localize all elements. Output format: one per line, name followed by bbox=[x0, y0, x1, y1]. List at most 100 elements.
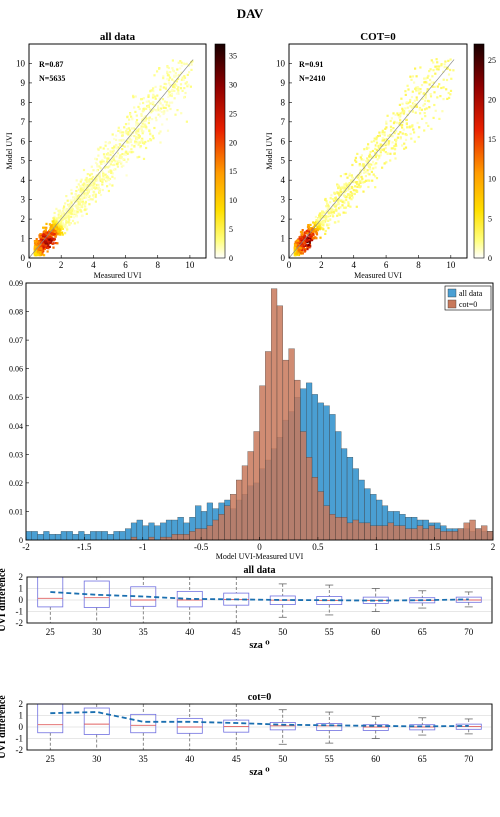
density-cell bbox=[55, 231, 58, 234]
density-cell bbox=[363, 148, 366, 151]
density-cell bbox=[403, 109, 406, 113]
colorbar-tick-label: 0 bbox=[229, 254, 233, 263]
density-cell bbox=[39, 251, 42, 254]
density-cell bbox=[303, 233, 306, 236]
density-cell bbox=[183, 75, 186, 78]
density-cell bbox=[359, 169, 362, 172]
histogram-bar bbox=[200, 528, 208, 541]
histogram-bar bbox=[463, 522, 470, 541]
density-cell bbox=[117, 126, 120, 129]
density-cell bbox=[410, 78, 413, 81]
density-cell bbox=[342, 185, 345, 188]
density-cell bbox=[381, 131, 384, 134]
density-cell bbox=[34, 252, 37, 255]
histogram-bar bbox=[136, 519, 143, 541]
density-cell bbox=[296, 251, 299, 254]
density-cell bbox=[430, 59, 433, 62]
density-cell bbox=[154, 85, 157, 88]
density-cell bbox=[61, 227, 64, 230]
density-cell bbox=[33, 242, 37, 245]
density-cell bbox=[314, 215, 317, 219]
density-cell bbox=[304, 241, 307, 244]
density-cell bbox=[123, 126, 126, 129]
density-cell bbox=[347, 202, 350, 205]
density-cell bbox=[321, 212, 324, 215]
histogram-bar bbox=[177, 534, 184, 541]
density-cell bbox=[406, 113, 409, 116]
density-cell bbox=[370, 140, 373, 143]
density-cell bbox=[347, 204, 350, 207]
x-tick-label: 30 bbox=[92, 754, 102, 764]
density-cell bbox=[404, 107, 407, 110]
density-cell bbox=[103, 162, 106, 165]
density-cell bbox=[64, 223, 67, 227]
density-cell bbox=[84, 200, 87, 203]
density-cell bbox=[365, 160, 368, 163]
density-cell bbox=[405, 101, 408, 104]
density-cell bbox=[75, 190, 78, 193]
density-cell bbox=[151, 134, 154, 137]
density-cell bbox=[94, 187, 97, 190]
density-cell bbox=[63, 208, 66, 211]
density-cell bbox=[93, 196, 96, 199]
density-cell bbox=[107, 157, 110, 160]
density-cell bbox=[48, 233, 51, 236]
density-cell bbox=[145, 100, 148, 103]
density-cell bbox=[84, 208, 87, 211]
density-cell bbox=[343, 189, 346, 192]
density-cell bbox=[58, 227, 61, 230]
colorbar-tick-label: 5 bbox=[488, 214, 492, 223]
density-cell bbox=[367, 146, 370, 149]
density-cell bbox=[39, 245, 42, 248]
density-cell bbox=[50, 225, 53, 228]
density-cell bbox=[171, 101, 174, 104]
density-cell bbox=[425, 122, 428, 125]
density-cell bbox=[114, 160, 117, 163]
density-cell bbox=[403, 142, 406, 145]
density-cell bbox=[141, 132, 144, 135]
density-cell bbox=[373, 163, 376, 166]
density-cell bbox=[89, 174, 92, 177]
density-cell bbox=[130, 144, 134, 147]
density-cell bbox=[411, 90, 414, 93]
density-cell bbox=[43, 237, 46, 240]
density-cell bbox=[351, 192, 354, 195]
density-cell bbox=[151, 96, 155, 99]
density-cell bbox=[49, 241, 52, 244]
density-cell bbox=[135, 119, 139, 122]
density-cell bbox=[330, 210, 333, 213]
panel-title: COT=0 bbox=[360, 31, 396, 43]
density-cell bbox=[61, 210, 64, 213]
density-cell bbox=[85, 180, 88, 183]
density-cell bbox=[140, 113, 143, 116]
density-cell bbox=[76, 210, 79, 213]
density-cell bbox=[407, 88, 410, 91]
density-cell bbox=[72, 199, 75, 202]
density-cell bbox=[149, 138, 152, 141]
density-cell bbox=[177, 91, 180, 94]
density-cell bbox=[148, 129, 151, 133]
density-cell bbox=[355, 160, 358, 163]
density-cell bbox=[376, 135, 380, 138]
density-cell bbox=[128, 150, 131, 153]
density-cell bbox=[179, 60, 182, 63]
box-50 bbox=[269, 709, 296, 745]
density-cell bbox=[86, 192, 89, 195]
density-cell bbox=[56, 218, 60, 221]
density-cell bbox=[79, 180, 82, 183]
density-cell bbox=[393, 120, 396, 123]
density-cell bbox=[307, 243, 310, 247]
plot-frame bbox=[28, 43, 207, 259]
density-cell bbox=[423, 102, 426, 106]
figure-title: DAV bbox=[237, 6, 264, 21]
density-cell bbox=[391, 147, 395, 150]
density-cell bbox=[168, 91, 171, 94]
density-cell bbox=[421, 117, 424, 120]
density-cell bbox=[360, 154, 363, 157]
density-cell bbox=[411, 124, 414, 127]
density-cell bbox=[349, 195, 352, 198]
density-cell bbox=[39, 238, 42, 241]
density-cell bbox=[333, 221, 336, 224]
density-cell bbox=[389, 129, 393, 132]
density-cell bbox=[74, 210, 77, 213]
